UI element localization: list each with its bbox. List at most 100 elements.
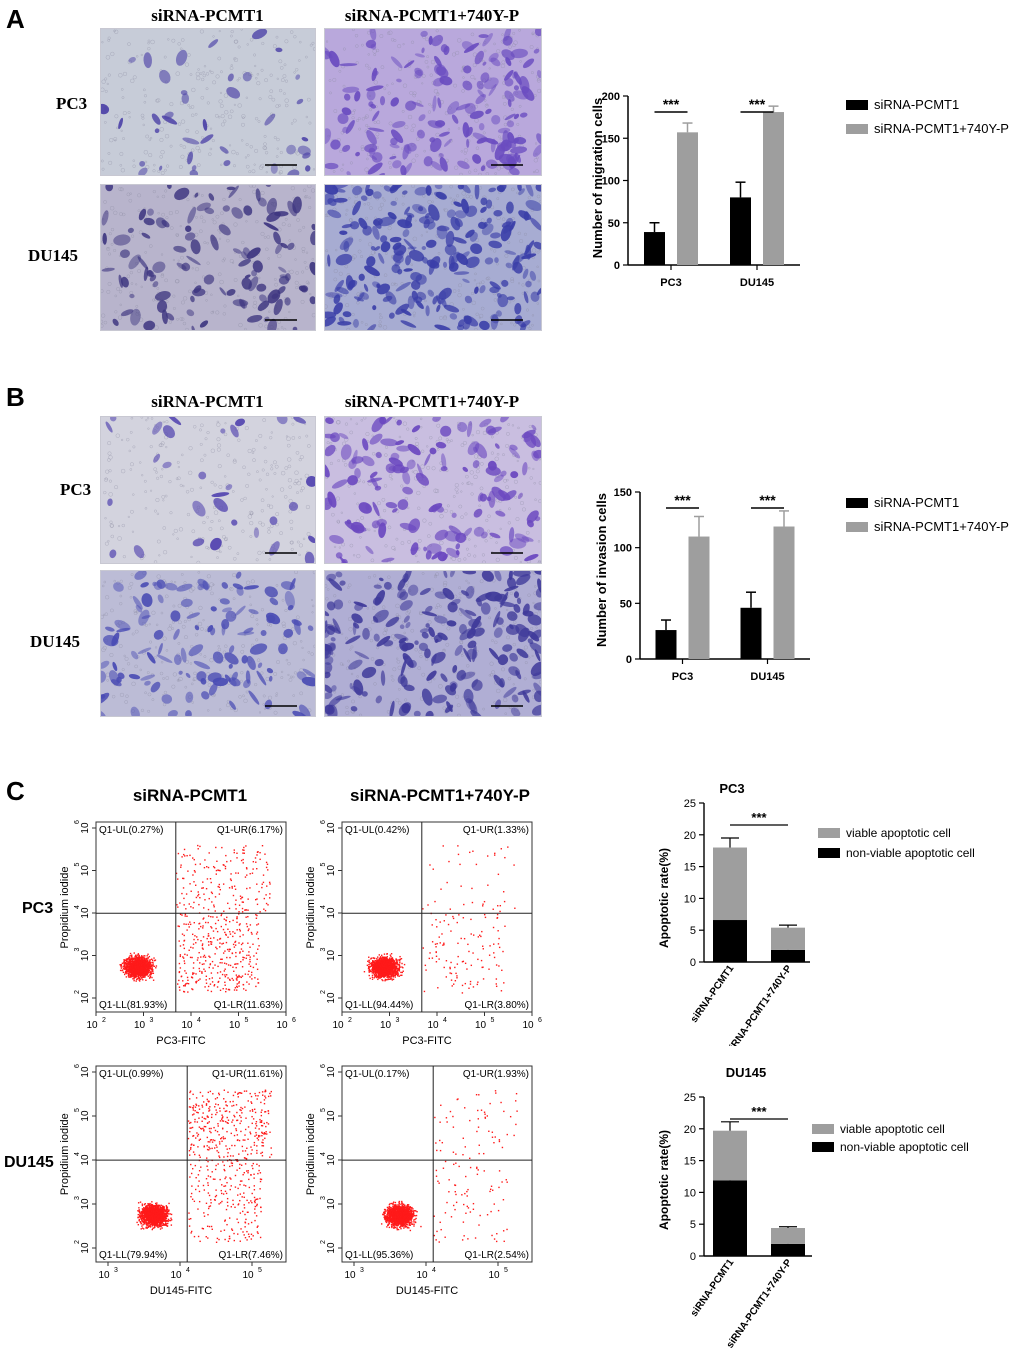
flow-ytick-exponent: 6 bbox=[74, 820, 81, 824]
legend-label-sirna: siRNA-PCMT1 bbox=[874, 97, 959, 112]
quadrant-label-ll: Q1-LL(79.94%) bbox=[99, 1250, 167, 1261]
legend-label-740y-b: siRNA-PCMT1+740Y-P bbox=[874, 519, 1009, 534]
invasion-xtick-label: PC3 bbox=[672, 671, 693, 683]
panel-letter-c: C bbox=[6, 776, 25, 806]
flow-frame bbox=[95, 821, 287, 1013]
apoptosis-du145-legend: viable apoptotic cell non-viable apoptot… bbox=[812, 1122, 969, 1154]
flow-xtick-base: 10 bbox=[475, 1020, 487, 1031]
flow-plot-du145-sirna: Q1-UL(0.99%) Q1-UR(11.61%) Q1-LL(79.94%) Q1… bbox=[59, 1064, 287, 1297]
apoptosis-chart-pc3: PC3 Apoptotic rate(%) 0 5 10 15 20 25 siRNA-PC… bbox=[657, 781, 975, 1046]
apoptosis-du145-significance-label: *** bbox=[751, 1104, 767, 1119]
a-row-label-pc3: PC3 bbox=[56, 94, 88, 113]
flow-ylabel: Propidium iodide bbox=[305, 1113, 317, 1195]
legend-swatch-740y-b bbox=[846, 522, 868, 532]
c-col-title-1: siRNA-PCMT1 bbox=[132, 786, 248, 805]
migration-ytick-label: 200 bbox=[602, 91, 620, 103]
flow-ylabel: Propidium iodide bbox=[59, 1113, 71, 1195]
flow-plot-pc3-sirna: Q1-UL(0.27%) Q1-UR(6.17%) Q1-LL(81.93%) Q1-… bbox=[59, 820, 296, 1047]
apoptosis-pc3-bar-segment bbox=[771, 949, 805, 962]
flow-xtick-exponent: 5 bbox=[258, 1267, 262, 1274]
flow-ytick-base: 10 bbox=[326, 992, 337, 1004]
flow-xtick-exponent: 4 bbox=[186, 1267, 190, 1274]
flow-ytick-exponent: 4 bbox=[320, 1152, 327, 1156]
migration-bars: *** *** bbox=[644, 96, 784, 266]
flow-xtick-base: 10 bbox=[344, 1270, 356, 1281]
legend-swatch-740y bbox=[846, 124, 868, 134]
flow-ytick-exponent: 3 bbox=[74, 947, 81, 951]
apoptosis-du145-bar-segment bbox=[713, 1180, 747, 1256]
flow-xtick-exponent: 4 bbox=[197, 1017, 201, 1024]
flow-ytick-base: 10 bbox=[326, 1198, 337, 1210]
quadrant-label-ul: Q1-UL(0.27%) bbox=[99, 825, 163, 836]
apoptosis-du145-xtick-label: siRNA-PCMT1 bbox=[689, 1257, 737, 1319]
flow-xtick-base: 10 bbox=[416, 1270, 428, 1281]
migration-bar bbox=[677, 132, 698, 265]
migration-significance-label: *** bbox=[663, 96, 680, 112]
flow-xlabel: DU145-FITC bbox=[150, 1285, 212, 1297]
apoptosis-du145-bars: *** bbox=[713, 1104, 805, 1256]
quadrant-label-lr: Q1-LR(11.63%) bbox=[214, 1000, 283, 1011]
migration-axes: 0 50 100 150 200 PC3 DU145 bbox=[602, 91, 800, 289]
invasion-significance-label: *** bbox=[674, 492, 691, 508]
apoptosis-pc3-ytick-label: 15 bbox=[684, 862, 696, 874]
quadrant-label-ur: Q1-UR(11.61%) bbox=[212, 1069, 283, 1080]
flow-ylabel: Propidium iodide bbox=[59, 867, 71, 949]
apoptosis-pc3-legend: viable apoptotic cell non-viable apoptot… bbox=[818, 826, 975, 860]
flow-ytick-base: 10 bbox=[80, 1198, 91, 1210]
migration-ytick-label: 0 bbox=[614, 260, 620, 272]
invasion-ytick-label: 100 bbox=[614, 543, 632, 555]
quadrant-label-lr: Q1-LR(3.80%) bbox=[465, 1000, 529, 1011]
flow-xtick-base: 10 bbox=[98, 1270, 110, 1281]
flow-xtick-base: 10 bbox=[427, 1020, 439, 1031]
c-row-label-du145: DU145 bbox=[4, 1154, 54, 1171]
flow-ytick-exponent: 4 bbox=[74, 1152, 81, 1156]
micrograph-a-pc3-740y bbox=[324, 28, 542, 176]
apoptosis-pc3-bars: *** bbox=[713, 810, 805, 962]
apoptosis-pc3-ytick-label: 0 bbox=[690, 957, 696, 969]
flow-ytick-exponent: 3 bbox=[320, 947, 327, 951]
flow-ylabel: Propidium iodide bbox=[305, 867, 317, 949]
a-row-label-du145: DU145 bbox=[28, 246, 79, 265]
migration-ytick-label: 150 bbox=[602, 133, 620, 145]
flow-xtick-exponent: 4 bbox=[432, 1267, 436, 1274]
flow-ytick-exponent: 3 bbox=[320, 1196, 327, 1200]
legend-label-740y: siRNA-PCMT1+740Y-P bbox=[874, 121, 1009, 136]
flow-ytick-base: 10 bbox=[326, 1154, 337, 1166]
flow-ytick-exponent: 2 bbox=[74, 1240, 81, 1244]
flow-ytick-exponent: 6 bbox=[74, 1064, 81, 1068]
flow-ytick-base: 10 bbox=[326, 865, 337, 877]
quadrant-label-ul: Q1-UL(0.42%) bbox=[345, 825, 409, 836]
quadrant-label-ul: Q1-UL(0.17%) bbox=[345, 1069, 409, 1080]
quadrant-label-ll: Q1-LL(81.93%) bbox=[99, 1000, 167, 1011]
invasion-legend: siRNA-PCMT1 siRNA-PCMT1+740Y-P bbox=[846, 495, 1009, 534]
apoptosis-pc3-significance-label: *** bbox=[751, 810, 767, 825]
invasion-chart: Number of invasion cells 0 50 100 150 PC3 DU1… bbox=[594, 487, 1009, 683]
invasion-ytick-label: 0 bbox=[626, 654, 632, 666]
flow-xtick-exponent: 3 bbox=[114, 1267, 118, 1274]
migration-significance-label: *** bbox=[749, 96, 766, 112]
apoptosis-du145-ytick-label: 5 bbox=[690, 1219, 696, 1231]
quadrant-label-lr: Q1-LR(7.46%) bbox=[219, 1250, 283, 1261]
flow-ytick-exponent: 5 bbox=[74, 862, 81, 866]
flow-ytick-exponent: 5 bbox=[320, 862, 327, 866]
flow-ytick-base: 10 bbox=[326, 907, 337, 919]
apoptosis-pc3-bar-segment bbox=[713, 847, 747, 921]
migration-ytick-label: 100 bbox=[602, 176, 620, 188]
migration-xtick-label: PC3 bbox=[660, 277, 681, 289]
flow-xtick-exponent: 5 bbox=[245, 1017, 249, 1024]
apoptosis-du145-xtick-label: siRNA-PCMT1+740Y-P bbox=[725, 1257, 795, 1350]
invasion-xtick-label: DU145 bbox=[750, 671, 784, 683]
panel-letter-a: A bbox=[6, 4, 25, 34]
flow-ytick-base: 10 bbox=[326, 1242, 337, 1254]
invasion-bars: *** *** bbox=[655, 492, 795, 659]
migration-chart: Number of migration cells 0 50 100 150 200 PC… bbox=[590, 91, 1009, 289]
invasion-bar bbox=[773, 526, 795, 659]
apoptosis-du145-ytick-label: 15 bbox=[684, 1156, 696, 1168]
apoptosis-du145-ytick-label: 10 bbox=[684, 1187, 696, 1199]
flow-ytick-base: 10 bbox=[80, 907, 91, 919]
flow-xtick-exponent: 6 bbox=[292, 1017, 296, 1024]
apoptosis-pc3-ylabel: Apoptotic rate(%) bbox=[657, 848, 671, 948]
micrograph-b-du145-sirna bbox=[100, 570, 316, 717]
c-col-title-2: siRNA-PCMT1+740Y-P bbox=[350, 786, 530, 805]
flow-plot-du145-740y: Q1-UL(0.17%) Q1-UR(1.93%) Q1-LL(95.36%) Q1-… bbox=[305, 1064, 533, 1297]
